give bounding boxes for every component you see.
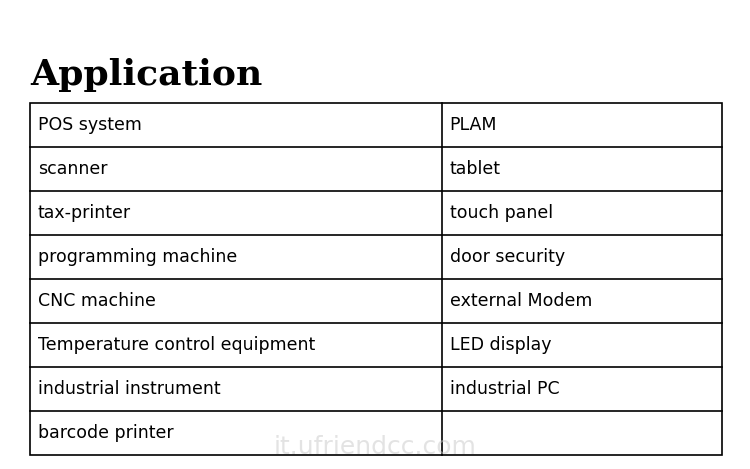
Text: industrial PC: industrial PC	[450, 380, 560, 398]
Text: barcode printer: barcode printer	[38, 424, 173, 442]
Text: CNC machine: CNC machine	[38, 292, 156, 310]
Text: PLAM: PLAM	[450, 116, 497, 134]
Text: LED display: LED display	[450, 336, 551, 354]
Text: scanner: scanner	[38, 160, 107, 178]
Text: POS system: POS system	[38, 116, 142, 134]
Text: external Modem: external Modem	[450, 292, 592, 310]
Text: Temperature control equipment: Temperature control equipment	[38, 336, 315, 354]
Text: industrial instrument: industrial instrument	[38, 380, 220, 398]
Text: Application: Application	[30, 58, 262, 92]
Text: tablet: tablet	[450, 160, 501, 178]
Text: door security: door security	[450, 248, 565, 266]
Text: touch panel: touch panel	[450, 204, 553, 222]
Text: programming machine: programming machine	[38, 248, 237, 266]
Text: tax-printer: tax-printer	[38, 204, 131, 222]
Text: it.ufriendcc.com: it.ufriendcc.com	[274, 435, 476, 459]
Bar	[30, 103, 722, 455]
